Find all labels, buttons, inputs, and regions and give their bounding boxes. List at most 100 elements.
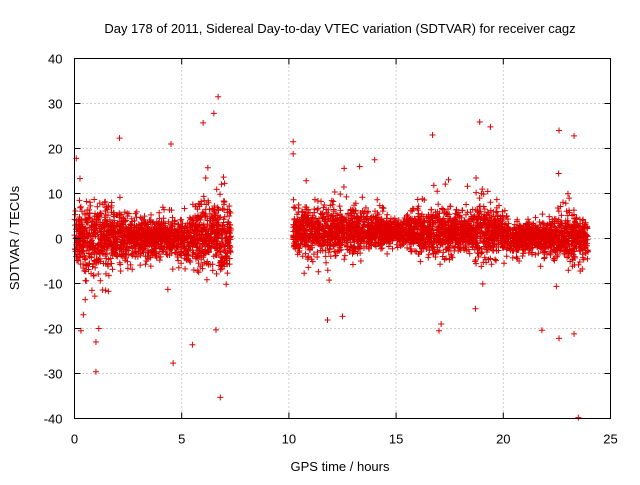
data-point	[107, 255, 114, 262]
data-point	[95, 256, 102, 263]
data-point	[440, 215, 447, 222]
data-point	[167, 242, 174, 249]
data-point	[508, 245, 515, 252]
data-point	[226, 208, 233, 215]
data-point	[430, 250, 437, 257]
data-point	[72, 248, 79, 255]
data-point	[568, 250, 575, 257]
data-point	[422, 241, 429, 248]
data-point	[564, 238, 571, 245]
data-point	[321, 218, 328, 225]
data-point	[96, 200, 103, 207]
data-point	[298, 208, 305, 215]
data-point	[436, 239, 443, 246]
data-point	[210, 207, 217, 214]
data-point	[496, 202, 503, 209]
data-point	[487, 123, 494, 130]
data-point	[539, 227, 546, 234]
data-point	[368, 242, 375, 249]
data-point	[542, 245, 549, 252]
data-point	[169, 220, 176, 227]
data-point	[302, 250, 309, 257]
data-point	[163, 251, 170, 258]
data-point	[91, 196, 98, 203]
data-point	[112, 249, 119, 256]
data-point	[571, 242, 578, 249]
data-point	[474, 208, 481, 215]
data-point	[511, 221, 518, 228]
data-point	[183, 255, 190, 262]
data-point	[499, 244, 506, 251]
data-point	[167, 141, 174, 147]
data-point	[473, 260, 480, 267]
data-point	[394, 236, 401, 243]
data-point	[442, 181, 449, 188]
data-point	[383, 235, 390, 242]
data-point	[161, 206, 168, 213]
data-point	[156, 244, 163, 251]
data-point	[571, 330, 578, 337]
data-point	[329, 220, 336, 227]
data-point	[77, 250, 84, 257]
data-point	[185, 252, 192, 259]
y-tick-label: -30	[44, 367, 63, 382]
data-point	[470, 224, 477, 231]
y-tick-label: 40	[48, 52, 62, 67]
data-point	[532, 222, 539, 229]
data-point	[525, 216, 532, 223]
data-point	[95, 325, 102, 332]
data-point	[301, 270, 308, 277]
data-point	[151, 238, 158, 245]
data-point	[514, 246, 521, 253]
data-point	[157, 235, 164, 242]
data-point	[209, 267, 216, 274]
data-point	[418, 231, 425, 238]
data-point	[576, 248, 583, 255]
data-point	[290, 196, 297, 203]
data-point	[172, 237, 179, 244]
data-point	[305, 253, 312, 260]
data-point	[347, 236, 354, 243]
data-point	[82, 215, 89, 222]
data-point	[171, 217, 178, 224]
data-point	[554, 204, 561, 211]
data-point	[201, 197, 208, 204]
data-point	[106, 237, 113, 244]
data-point	[481, 235, 488, 242]
data-point	[124, 265, 131, 272]
data-point	[453, 220, 460, 227]
data-point	[332, 224, 339, 231]
data-point	[575, 231, 582, 238]
data-point	[366, 228, 373, 235]
data-point	[152, 245, 159, 252]
data-point	[459, 207, 466, 214]
data-point	[513, 254, 520, 261]
data-point	[124, 213, 131, 220]
data-point	[360, 245, 367, 252]
data-point	[78, 217, 85, 224]
data-point	[117, 268, 124, 275]
data-point	[116, 194, 123, 201]
data-point	[303, 177, 310, 184]
data-point	[315, 220, 322, 227]
data-point	[192, 255, 199, 262]
data-point	[83, 198, 90, 205]
data-point	[217, 394, 224, 401]
data-point	[302, 238, 309, 245]
data-point	[381, 225, 388, 232]
data-point	[504, 238, 511, 245]
data-point	[453, 206, 460, 213]
data-point	[505, 233, 512, 240]
data-point	[555, 216, 562, 223]
data-point	[199, 265, 206, 272]
data-point	[429, 241, 436, 248]
data-point	[540, 220, 547, 227]
data-point	[105, 242, 112, 249]
data-point	[79, 226, 86, 233]
data-point	[498, 239, 505, 246]
data-point	[341, 252, 348, 259]
data-point	[92, 339, 99, 345]
data-point	[555, 170, 562, 177]
data-point	[383, 239, 390, 246]
